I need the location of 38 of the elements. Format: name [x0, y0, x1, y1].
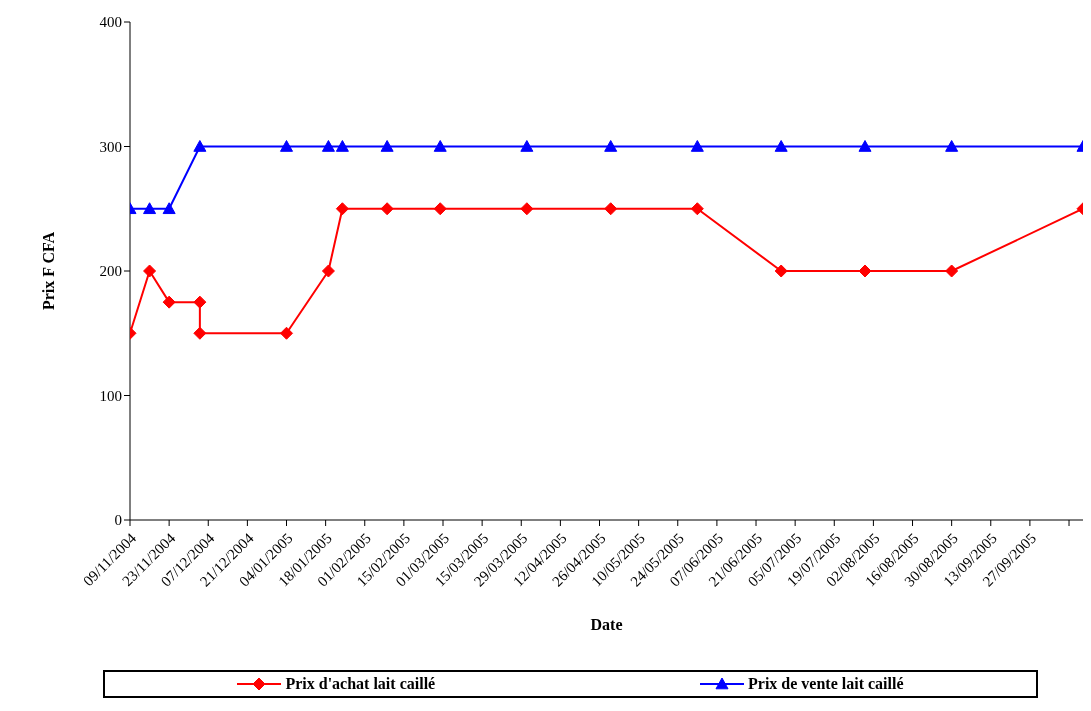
point [520, 202, 534, 216]
point [945, 140, 959, 152]
point [858, 264, 872, 278]
point [280, 326, 293, 340]
point [162, 202, 176, 215]
point [193, 326, 207, 340]
point [858, 140, 872, 152]
y-axis-title: Prix F CFA [39, 231, 57, 311]
point [280, 140, 293, 152]
point [774, 140, 788, 152]
legend-label: Prix d'achat lait caillé [284, 675, 436, 693]
point [380, 140, 394, 152]
point [321, 140, 335, 152]
point [690, 202, 704, 216]
point [690, 140, 704, 152]
point [520, 140, 534, 152]
y-tick-label: 0 [114, 512, 122, 529]
point [335, 202, 349, 216]
point [162, 295, 176, 309]
y-tick-label: 300 [99, 138, 122, 155]
x-axis-title: Date [590, 616, 623, 633]
point [335, 140, 349, 152]
point [193, 140, 207, 152]
y-tick-label: 100 [99, 387, 122, 404]
point [193, 295, 207, 309]
point [774, 264, 788, 278]
point [604, 140, 618, 152]
point [321, 264, 335, 278]
point [380, 202, 394, 216]
y-tick-label: 200 [99, 263, 122, 280]
point [433, 202, 447, 216]
point [604, 202, 618, 216]
point [945, 264, 959, 278]
point [143, 264, 157, 278]
legend-label: Prix de vente lait caillé [747, 675, 904, 693]
y-tick-label: 400 [99, 14, 122, 31]
point [143, 202, 157, 215]
point [433, 140, 447, 152]
